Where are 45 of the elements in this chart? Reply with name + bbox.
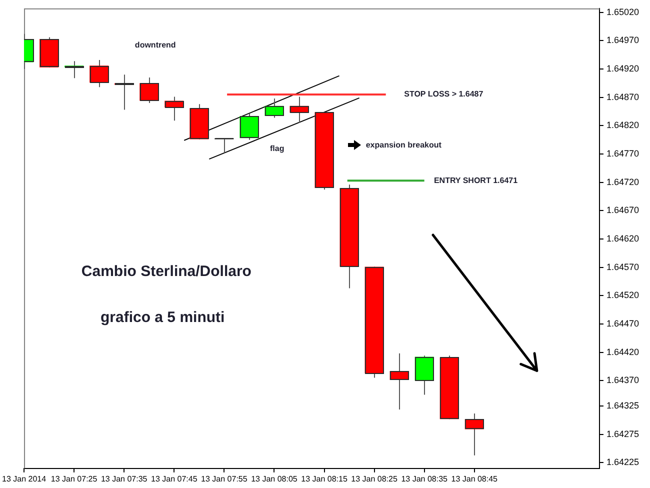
y-tick-label: 1.64325	[606, 400, 640, 411]
candlestick	[140, 77, 159, 104]
candlestick	[214, 138, 234, 154]
candlestick	[414, 355, 434, 396]
y-tick-label: 1.64770	[606, 148, 640, 158]
y-tick-label: 1.64570	[606, 262, 640, 272]
annotation: downtrend	[134, 40, 176, 50]
annotation: flag	[270, 144, 284, 154]
y-tick-label: 1.65020	[606, 6, 640, 17]
annotation: expansion breakout	[366, 140, 442, 150]
candlestick	[240, 113, 259, 140]
y-tick-label: 1.64670	[606, 205, 640, 216]
x-tick-label: 13 Jan 07:35	[100, 474, 148, 484]
x-tick-label: 13 Jan 08:05	[251, 474, 298, 484]
candlestick	[264, 98, 284, 118]
y-tick-label: 1.64820	[606, 120, 640, 130]
candlestick	[164, 96, 184, 122]
candlestick	[464, 412, 484, 456]
candlestick	[114, 74, 134, 110]
ref-line-label: STOP LOSS > 1.6487	[404, 90, 484, 99]
y-tick-label: 1.64920	[606, 64, 640, 74]
text: Cambio Sterlina/Dollaro	[81, 263, 252, 280]
x-tick-label: 13 Jan 2014	[2, 474, 47, 484]
y-tick-label: 1.64225	[606, 457, 640, 468]
ref-line-label: ENTRY SHORT 1.6471	[434, 176, 518, 185]
y-tick-label: 1.64870	[606, 92, 640, 102]
y-tick-label: 1.64720	[606, 176, 640, 187]
y-tick-label: 1.64520	[606, 290, 640, 300]
y-tick-label: 1.64420	[606, 346, 640, 357]
y-tick-label: 1.64970	[606, 35, 640, 46]
x-tick-label: 13 Jan 08:35	[401, 474, 448, 484]
y-tick-label: 1.64275	[606, 428, 640, 439]
x-tick-label: 13 Jan 08:15	[301, 474, 348, 484]
y-tick-label: 1.64370	[606, 375, 640, 386]
candlestick	[90, 59, 109, 88]
text: grafico a 5 minuti	[100, 309, 225, 326]
candlestick	[290, 96, 309, 124]
candlestick	[390, 352, 409, 410]
y-tick-label: 1.64470	[606, 318, 640, 328]
x-tick-label: 13 Jan 07:45	[151, 474, 198, 484]
x-tick-label: 13 Jan 07:25	[50, 474, 98, 484]
x-tick-label: 13 Jan 08:25	[351, 474, 398, 484]
x-tick-label: 13 Jan 07:55	[201, 474, 248, 484]
y-tick-label: 1.64620	[606, 233, 640, 244]
x-tick-label: 13 Jan 08:45	[451, 474, 498, 484]
